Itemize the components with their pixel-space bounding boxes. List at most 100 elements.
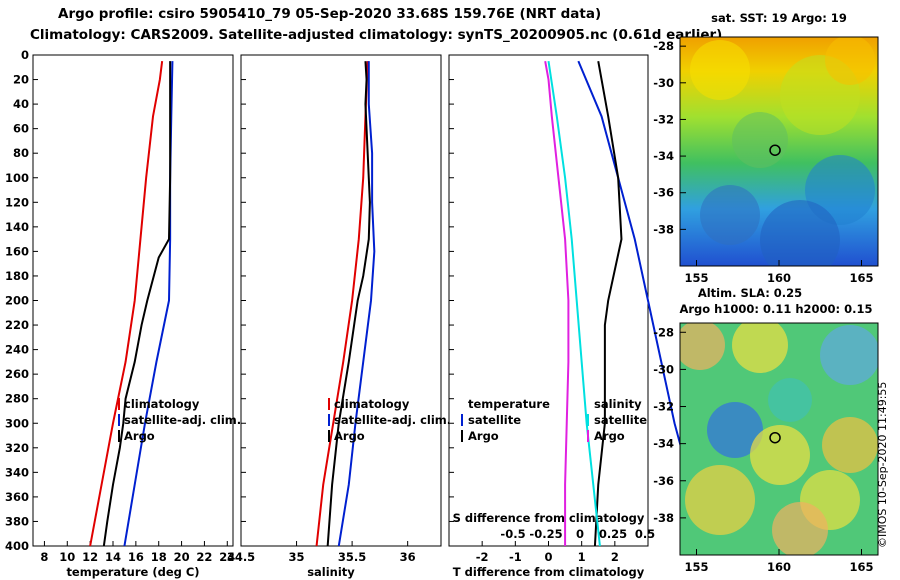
sst-blob [732,112,788,168]
y-tick-label: 380 [5,514,29,528]
title-line-1: Argo profile: csiro 5905410_79 05-Sep-20… [58,6,602,22]
sst-blob [690,40,750,100]
x-axis-label-top: S difference from climatology [453,511,645,525]
sla-y-tick-label: -28 [653,325,674,339]
copyright-stamp: ©IMOS 10-Sep-2020 11:49:55 [876,381,889,548]
plot-frame-salinity [240,54,442,547]
sla-y-tick-label: -32 [653,400,674,414]
legend-label: satellite-adj. clim. [334,413,451,427]
legend-label: Argo [334,429,365,443]
legend-label: climatology [124,397,200,411]
title-line-2: Climatology: CARS2009. Satellite-adjuste… [30,27,723,43]
sla-x-tick-label: 160 [767,560,791,574]
legend-label: satellite [468,413,521,427]
sla-y-tick-label: -36 [653,474,674,488]
sst-x-tick-label: 155 [684,271,708,285]
x-tick-label: 14 [105,550,121,564]
y-tick-label: 60 [13,122,29,136]
x-tick-label-top: 0 [576,527,584,541]
x-tick-label: 36 [400,550,416,564]
y-tick-label: 260 [5,367,29,381]
sst-map-title: sat. SST: 19 Argo: 19 [711,11,847,25]
sla-blob [772,502,828,555]
x-tick-label: 24 [219,550,235,564]
legend-label: Argo [124,429,155,443]
x-tick-label: 8 [40,550,48,564]
sla-blob [750,425,810,485]
sst-blob [825,37,875,85]
sla-blob [820,325,878,385]
x-tick-label: 12 [82,550,98,564]
sla-y-tick-label: -38 [653,511,674,525]
series-line-t-argo [593,60,623,547]
x-axis-label: T difference from climatology [453,565,645,579]
legend-label: climatology [334,397,410,411]
y-tick-label: 180 [5,269,29,283]
y-tick-label: 40 [13,97,29,111]
sst-x-tick-label: 160 [767,271,791,285]
sla-blob [680,323,725,370]
x-tick-label: 0 [544,550,552,564]
sst-x-tick-label: 165 [849,271,873,285]
sla-map-title-1: Altim. SLA: 0.25 [698,286,802,300]
y-tick-label: 20 [13,73,29,87]
y-tick-label: 220 [5,318,29,332]
x-tick-label-top: 0.25 [599,527,627,541]
legend-title-salinity: salinity [594,397,642,411]
legend-label: Argo [594,429,625,443]
y-tick-label: 0 [21,48,29,62]
x-tick-label-top: -0.5 [500,527,525,541]
sst-y-tick-label: -28 [653,39,674,53]
y-tick-label: 160 [5,244,29,258]
x-tick-label: 1 [578,550,586,564]
legend-label: satellite [594,413,647,427]
sla-blob [732,323,788,373]
sla-blob [707,402,763,458]
x-tick-label-top: 0.5 [635,527,655,541]
x-tick-label: 20 [174,550,190,564]
y-tick-label: 120 [5,195,29,209]
x-tick-label: 16 [128,550,144,564]
x-tick-label: 2 [611,550,619,564]
sla-x-tick-label: 155 [684,560,708,574]
plot-frame-differences [448,54,649,547]
series-line-climatology [315,61,369,547]
sla-y-tick-label: -34 [653,437,674,451]
sla-x-tick-label: 165 [849,560,873,574]
x-tick-label: 35 [289,550,305,564]
series-line-satellite-adj--clim- [337,61,376,547]
y-tick-label: 80 [13,146,29,160]
series-line-s-satellite--t-axis-units- [547,60,601,547]
y-tick-label: 360 [5,490,29,504]
legend-label: Argo [468,429,499,443]
y-tick-label: 300 [5,416,29,430]
sst-y-tick-label: -32 [653,112,674,126]
x-tick-label: 35.5 [338,550,366,564]
series-line-s-argo--t-axis-units- [544,60,570,546]
x-axis-label: temperature (deg C) [66,565,199,579]
series-line-climatology [89,61,164,547]
x-tick-label: 34.5 [227,550,255,564]
y-tick-label: 340 [5,465,29,479]
plot-frame-temperature [32,54,234,547]
y-tick-label: 280 [5,392,29,406]
sla-blob [685,465,755,535]
x-tick-label: 10 [59,550,75,564]
y-tick-label: 240 [5,343,29,357]
sla-blob [768,378,812,422]
series-line-argo [326,61,371,547]
x-tick-label: -2 [476,550,489,564]
legend-title-temperature: temperature [468,397,550,411]
y-tick-label: 400 [5,539,29,553]
legend-label: satellite-adj. clim. [124,413,241,427]
y-tick-label: 100 [5,171,29,185]
x-tick-label: 18 [151,550,167,564]
sst-y-tick-label: -34 [653,149,674,163]
sst-blob [700,185,760,245]
sst-y-tick-label: -38 [653,222,674,236]
sst-map [680,37,878,266]
x-tick-label-top: -0.25 [529,527,562,541]
sla-map [680,323,878,555]
x-tick-label: 22 [196,550,212,564]
